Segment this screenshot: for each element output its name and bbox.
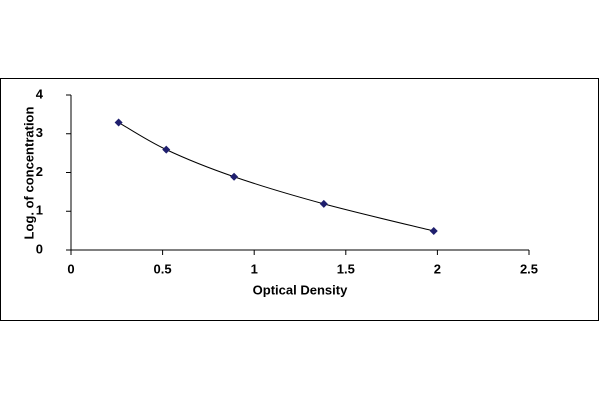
- chart-frame: [0, 78, 599, 321]
- x-tick-label: 0.5: [154, 261, 172, 276]
- y-tick-label: 1: [36, 203, 43, 218]
- point: [230, 172, 239, 181]
- y-axis-label: Log. of concentration: [21, 107, 36, 240]
- x-axis-label: Optical Density: [253, 282, 348, 297]
- x-tick-label: 1.5: [337, 261, 355, 276]
- x-tick-label: 2: [434, 261, 441, 276]
- y-tick-label: 0: [36, 241, 43, 256]
- y-tick-label: 2: [36, 164, 43, 179]
- y-tick-label: 4: [36, 86, 44, 101]
- x-tick-label: 2.5: [520, 261, 538, 276]
- x-tick-label: 1: [251, 261, 258, 276]
- fit-line: [118, 122, 434, 232]
- point: [429, 227, 438, 236]
- y-tick-label: 3: [36, 125, 43, 140]
- point: [114, 118, 123, 127]
- x-tick-label: 0: [67, 261, 74, 276]
- point: [319, 199, 328, 208]
- point: [162, 145, 171, 154]
